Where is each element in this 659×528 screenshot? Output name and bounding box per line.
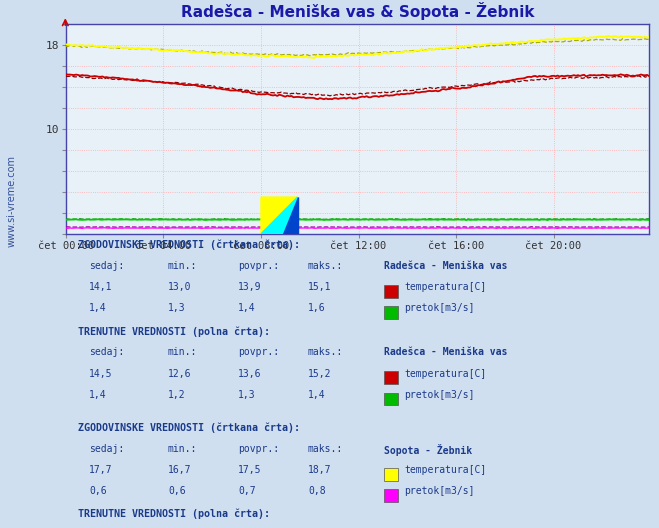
Text: ZGODOVINSKE VREDNOSTI (črtkana črta):: ZGODOVINSKE VREDNOSTI (črtkana črta): bbox=[78, 240, 300, 250]
Text: 15,1: 15,1 bbox=[308, 282, 331, 292]
Text: maks.:: maks.: bbox=[308, 444, 343, 454]
Text: 0,6: 0,6 bbox=[89, 486, 107, 496]
Text: 12,6: 12,6 bbox=[168, 369, 192, 379]
Text: TRENUTNE VREDNOSTI (polna črta):: TRENUTNE VREDNOSTI (polna črta): bbox=[78, 509, 270, 520]
Text: 17,7: 17,7 bbox=[89, 465, 113, 475]
Bar bbox=[384, 371, 398, 384]
Title: Radešca - Meniška vas & Sopota - Žebnik: Radešca - Meniška vas & Sopota - Žebnik bbox=[181, 2, 534, 20]
Text: TRENUTNE VREDNOSTI (polna črta):: TRENUTNE VREDNOSTI (polna črta): bbox=[78, 326, 270, 336]
Text: sedaj:: sedaj: bbox=[89, 444, 125, 454]
Polygon shape bbox=[283, 197, 298, 234]
Text: 13,0: 13,0 bbox=[168, 282, 192, 292]
Bar bbox=[384, 393, 398, 406]
Text: www.si-vreme.com: www.si-vreme.com bbox=[7, 155, 17, 247]
Text: pretok[m3/s]: pretok[m3/s] bbox=[404, 486, 474, 496]
Text: 1,4: 1,4 bbox=[308, 390, 326, 400]
Text: 13,9: 13,9 bbox=[238, 282, 262, 292]
Text: temperatura[C]: temperatura[C] bbox=[404, 465, 486, 475]
Text: min.:: min.: bbox=[168, 347, 197, 357]
Polygon shape bbox=[261, 197, 298, 234]
Bar bbox=[384, 468, 398, 480]
Text: 0,7: 0,7 bbox=[238, 486, 256, 496]
Text: min.:: min.: bbox=[168, 444, 197, 454]
Text: maks.:: maks.: bbox=[308, 261, 343, 271]
Text: pretok[m3/s]: pretok[m3/s] bbox=[404, 303, 474, 313]
Text: 1,6: 1,6 bbox=[308, 303, 326, 313]
Text: 14,1: 14,1 bbox=[89, 282, 113, 292]
Text: povpr.:: povpr.: bbox=[238, 444, 279, 454]
Text: Sopota - Žebnik: Sopota - Žebnik bbox=[384, 444, 472, 456]
Text: 14,5: 14,5 bbox=[89, 369, 113, 379]
Text: temperatura[C]: temperatura[C] bbox=[404, 369, 486, 379]
Text: maks.:: maks.: bbox=[308, 347, 343, 357]
Bar bbox=[384, 285, 398, 298]
Text: pretok[m3/s]: pretok[m3/s] bbox=[404, 390, 474, 400]
Text: 1,4: 1,4 bbox=[89, 390, 107, 400]
Bar bbox=[384, 306, 398, 319]
Text: povpr.:: povpr.: bbox=[238, 261, 279, 271]
Bar bbox=[384, 489, 398, 502]
Polygon shape bbox=[261, 197, 298, 234]
Text: 1,2: 1,2 bbox=[168, 390, 186, 400]
Text: 16,7: 16,7 bbox=[168, 465, 192, 475]
Text: 13,6: 13,6 bbox=[238, 369, 262, 379]
Text: 1,4: 1,4 bbox=[238, 303, 256, 313]
Text: min.:: min.: bbox=[168, 261, 197, 271]
Text: 0,8: 0,8 bbox=[308, 486, 326, 496]
Text: ZGODOVINSKE VREDNOSTI (črtkana črta):: ZGODOVINSKE VREDNOSTI (črtkana črta): bbox=[78, 422, 300, 433]
Text: 18,7: 18,7 bbox=[308, 465, 331, 475]
Text: 1,3: 1,3 bbox=[238, 390, 256, 400]
Text: 17,5: 17,5 bbox=[238, 465, 262, 475]
Text: Radešca - Meniška vas: Radešca - Meniška vas bbox=[384, 261, 507, 271]
Text: 1,3: 1,3 bbox=[168, 303, 186, 313]
Text: 0,6: 0,6 bbox=[168, 486, 186, 496]
Text: sedaj:: sedaj: bbox=[89, 347, 125, 357]
Text: 15,2: 15,2 bbox=[308, 369, 331, 379]
Text: temperatura[C]: temperatura[C] bbox=[404, 282, 486, 292]
Text: 1,4: 1,4 bbox=[89, 303, 107, 313]
Text: sedaj:: sedaj: bbox=[89, 261, 125, 271]
Text: Radešca - Meniška vas: Radešca - Meniška vas bbox=[384, 347, 507, 357]
Text: povpr.:: povpr.: bbox=[238, 347, 279, 357]
